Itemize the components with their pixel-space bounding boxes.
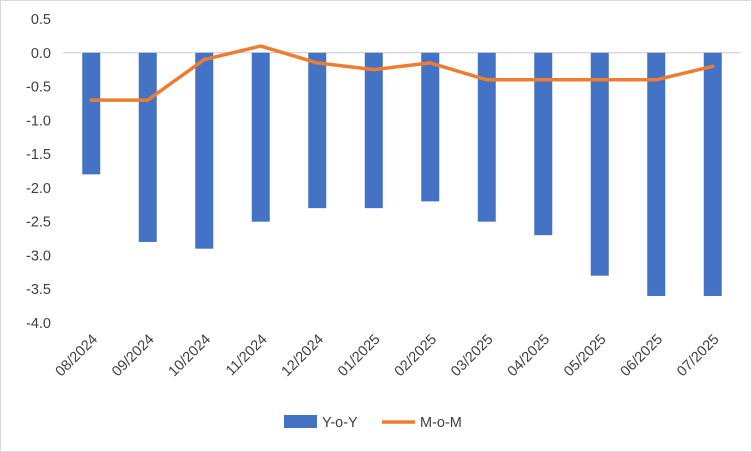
bar-y-o-y-09/2024 [138, 52, 157, 242]
x-axis-label: 08/2024 [53, 332, 101, 380]
y-axis-label: -3.0 [26, 248, 51, 264]
y-axis-label: -4.0 [26, 316, 51, 332]
x-axis-label: 10/2024 [166, 332, 214, 380]
bar-y-o-y-04/2025 [534, 52, 553, 236]
y-axis-label: -0.5 [26, 80, 51, 96]
legend-label-mom: M-o-M [420, 415, 462, 431]
y-axis-label: 0.5 [31, 12, 51, 28]
bar-y-o-y-11/2024 [251, 52, 270, 222]
y-axis-label: -3.5 [26, 282, 51, 298]
bar-y-o-y-06/2025 [647, 52, 666, 296]
x-axis-label: 05/2025 [561, 332, 609, 380]
y-axis-label: -2.0 [26, 181, 51, 197]
x-axis-label: 01/2025 [335, 332, 383, 380]
legend-swatch-yoy [284, 415, 317, 428]
line-series-m-o-m [89, 44, 715, 102]
x-axis-label: 03/2025 [448, 332, 496, 380]
x-axis-label: 09/2024 [109, 332, 157, 380]
x-axis-label: 07/2025 [674, 332, 722, 380]
y-axis-label: 0.0 [31, 46, 51, 62]
bar-y-o-y-07/2025 [703, 52, 722, 296]
bar-y-o-y-08/2024 [82, 52, 101, 175]
bar-y-o-y-05/2025 [590, 52, 609, 276]
legend-label-yoy: Y-o-Y [322, 415, 358, 431]
x-axis-label: 04/2025 [505, 332, 553, 380]
y-axis-label: -2.5 [26, 215, 51, 231]
bar-y-o-y-01/2025 [364, 52, 383, 209]
bar-y-o-y-10/2024 [195, 52, 214, 249]
bar-y-o-y-03/2025 [477, 52, 496, 222]
x-axis-label: 12/2024 [279, 332, 327, 380]
x-axis-label: 11/2024 [223, 332, 271, 380]
x-axis-label: 06/2025 [618, 332, 666, 380]
bar-y-o-y-02/2025 [421, 52, 440, 202]
bar-y-o-y-12/2024 [308, 52, 327, 209]
x-axis-label: 02/2025 [392, 332, 440, 380]
y-axis-label: -1.5 [26, 147, 51, 163]
y-axis-label: -1.0 [26, 113, 51, 129]
